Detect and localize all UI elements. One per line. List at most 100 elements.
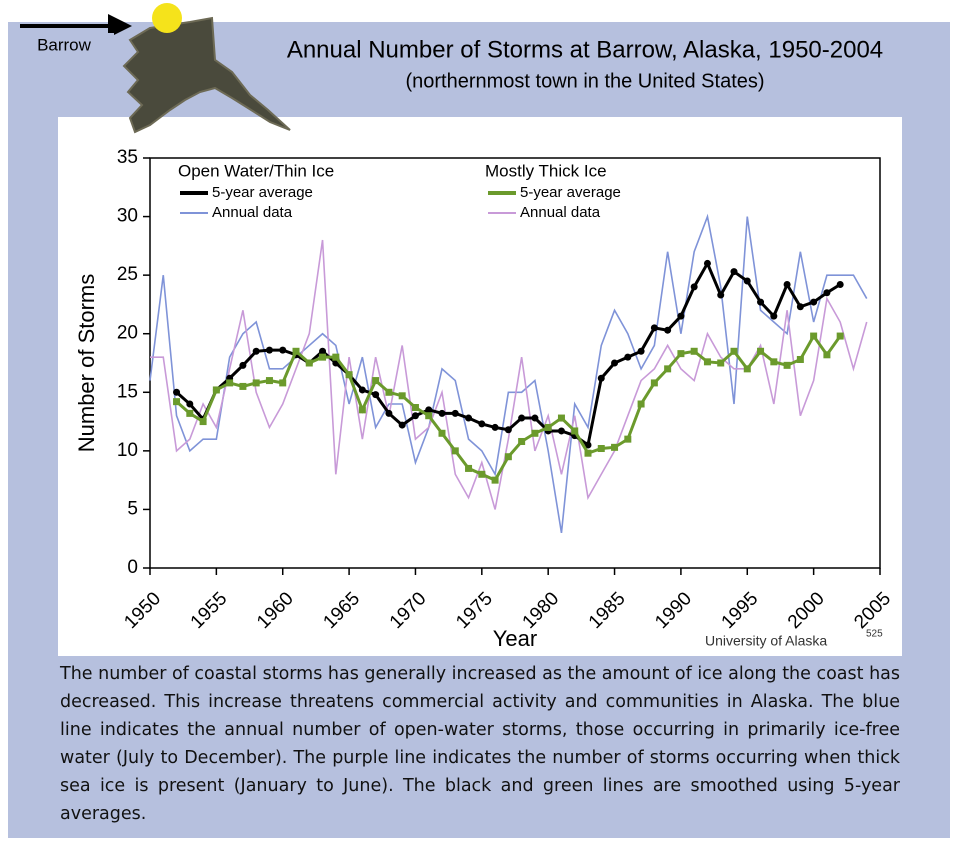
point	[465, 415, 472, 422]
point	[306, 360, 313, 367]
point	[293, 348, 300, 355]
source-ref: 525	[866, 629, 883, 640]
point	[837, 281, 844, 288]
point	[213, 386, 220, 393]
point	[823, 289, 830, 296]
point	[186, 401, 193, 408]
location-label: Barrow	[37, 35, 92, 54]
point	[611, 444, 618, 451]
point	[598, 445, 605, 452]
page: Barrow Annual Number of Storms at Barrow…	[0, 0, 954, 846]
point	[173, 398, 180, 405]
point	[465, 465, 472, 472]
point	[797, 303, 804, 310]
y-tick-label: 15	[117, 381, 138, 402]
point	[691, 348, 698, 355]
point	[266, 347, 273, 354]
point	[531, 415, 538, 422]
y-tick-label: 25	[117, 264, 138, 285]
point	[359, 406, 366, 413]
y-tick-label: 5	[127, 498, 138, 519]
point	[492, 477, 499, 484]
point	[518, 438, 525, 445]
point	[810, 299, 817, 306]
point	[664, 327, 671, 334]
point	[319, 354, 326, 361]
point	[638, 401, 645, 408]
point	[478, 420, 485, 427]
point	[399, 392, 406, 399]
y-tick-label: 0	[127, 557, 138, 578]
point	[478, 471, 485, 478]
point	[691, 283, 698, 290]
point	[770, 313, 777, 320]
point	[704, 358, 711, 365]
point	[797, 356, 804, 363]
point	[664, 365, 671, 372]
point	[279, 347, 286, 354]
point	[784, 281, 791, 288]
point	[823, 351, 830, 358]
point	[505, 453, 512, 460]
point	[744, 365, 751, 372]
point	[558, 427, 565, 434]
point	[412, 404, 419, 411]
point	[757, 299, 764, 306]
point	[200, 418, 207, 425]
point	[279, 379, 286, 386]
point	[585, 450, 592, 457]
legend-group: Open Water/Thin Ice	[178, 161, 334, 180]
point	[505, 426, 512, 433]
point	[638, 348, 645, 355]
point	[385, 410, 392, 417]
point	[452, 410, 459, 417]
point	[492, 424, 499, 431]
point	[439, 410, 446, 417]
point	[677, 313, 684, 320]
point	[717, 360, 724, 367]
point	[677, 350, 684, 357]
y-tick-label: 30	[117, 206, 138, 227]
point	[731, 268, 738, 275]
point	[412, 412, 419, 419]
point	[770, 358, 777, 365]
point	[253, 348, 260, 355]
point	[266, 377, 273, 384]
point	[837, 333, 844, 340]
point	[624, 436, 631, 443]
point	[359, 386, 366, 393]
point	[372, 377, 379, 384]
point	[598, 375, 605, 382]
point	[651, 379, 658, 386]
point	[731, 348, 738, 355]
source: University of Alaska	[705, 633, 827, 649]
point	[239, 383, 246, 390]
point	[452, 447, 459, 454]
chart-box	[58, 117, 902, 656]
legend-label: 5-year average	[520, 184, 621, 201]
point	[624, 354, 631, 361]
point	[372, 391, 379, 398]
point	[186, 410, 193, 417]
chart-title: Annual Number of Storms at Barrow, Alask…	[287, 36, 883, 63]
point	[611, 360, 618, 367]
point	[757, 348, 764, 355]
point	[385, 389, 392, 396]
point	[173, 389, 180, 396]
point	[784, 362, 791, 369]
legend-label: Annual data	[520, 204, 601, 221]
point	[253, 379, 260, 386]
point	[558, 415, 565, 422]
point	[332, 354, 339, 361]
y-tick-label: 20	[117, 323, 138, 344]
point	[226, 379, 233, 386]
y-tick-label: 10	[117, 440, 138, 461]
point	[571, 427, 578, 434]
legend-label: Annual data	[212, 204, 293, 221]
point	[545, 424, 552, 431]
point	[239, 362, 246, 369]
point	[810, 333, 817, 340]
chart-subtitle: (northernmost town in the United States)	[405, 70, 764, 92]
point	[346, 371, 353, 378]
legend-label: 5-year average	[212, 184, 313, 201]
